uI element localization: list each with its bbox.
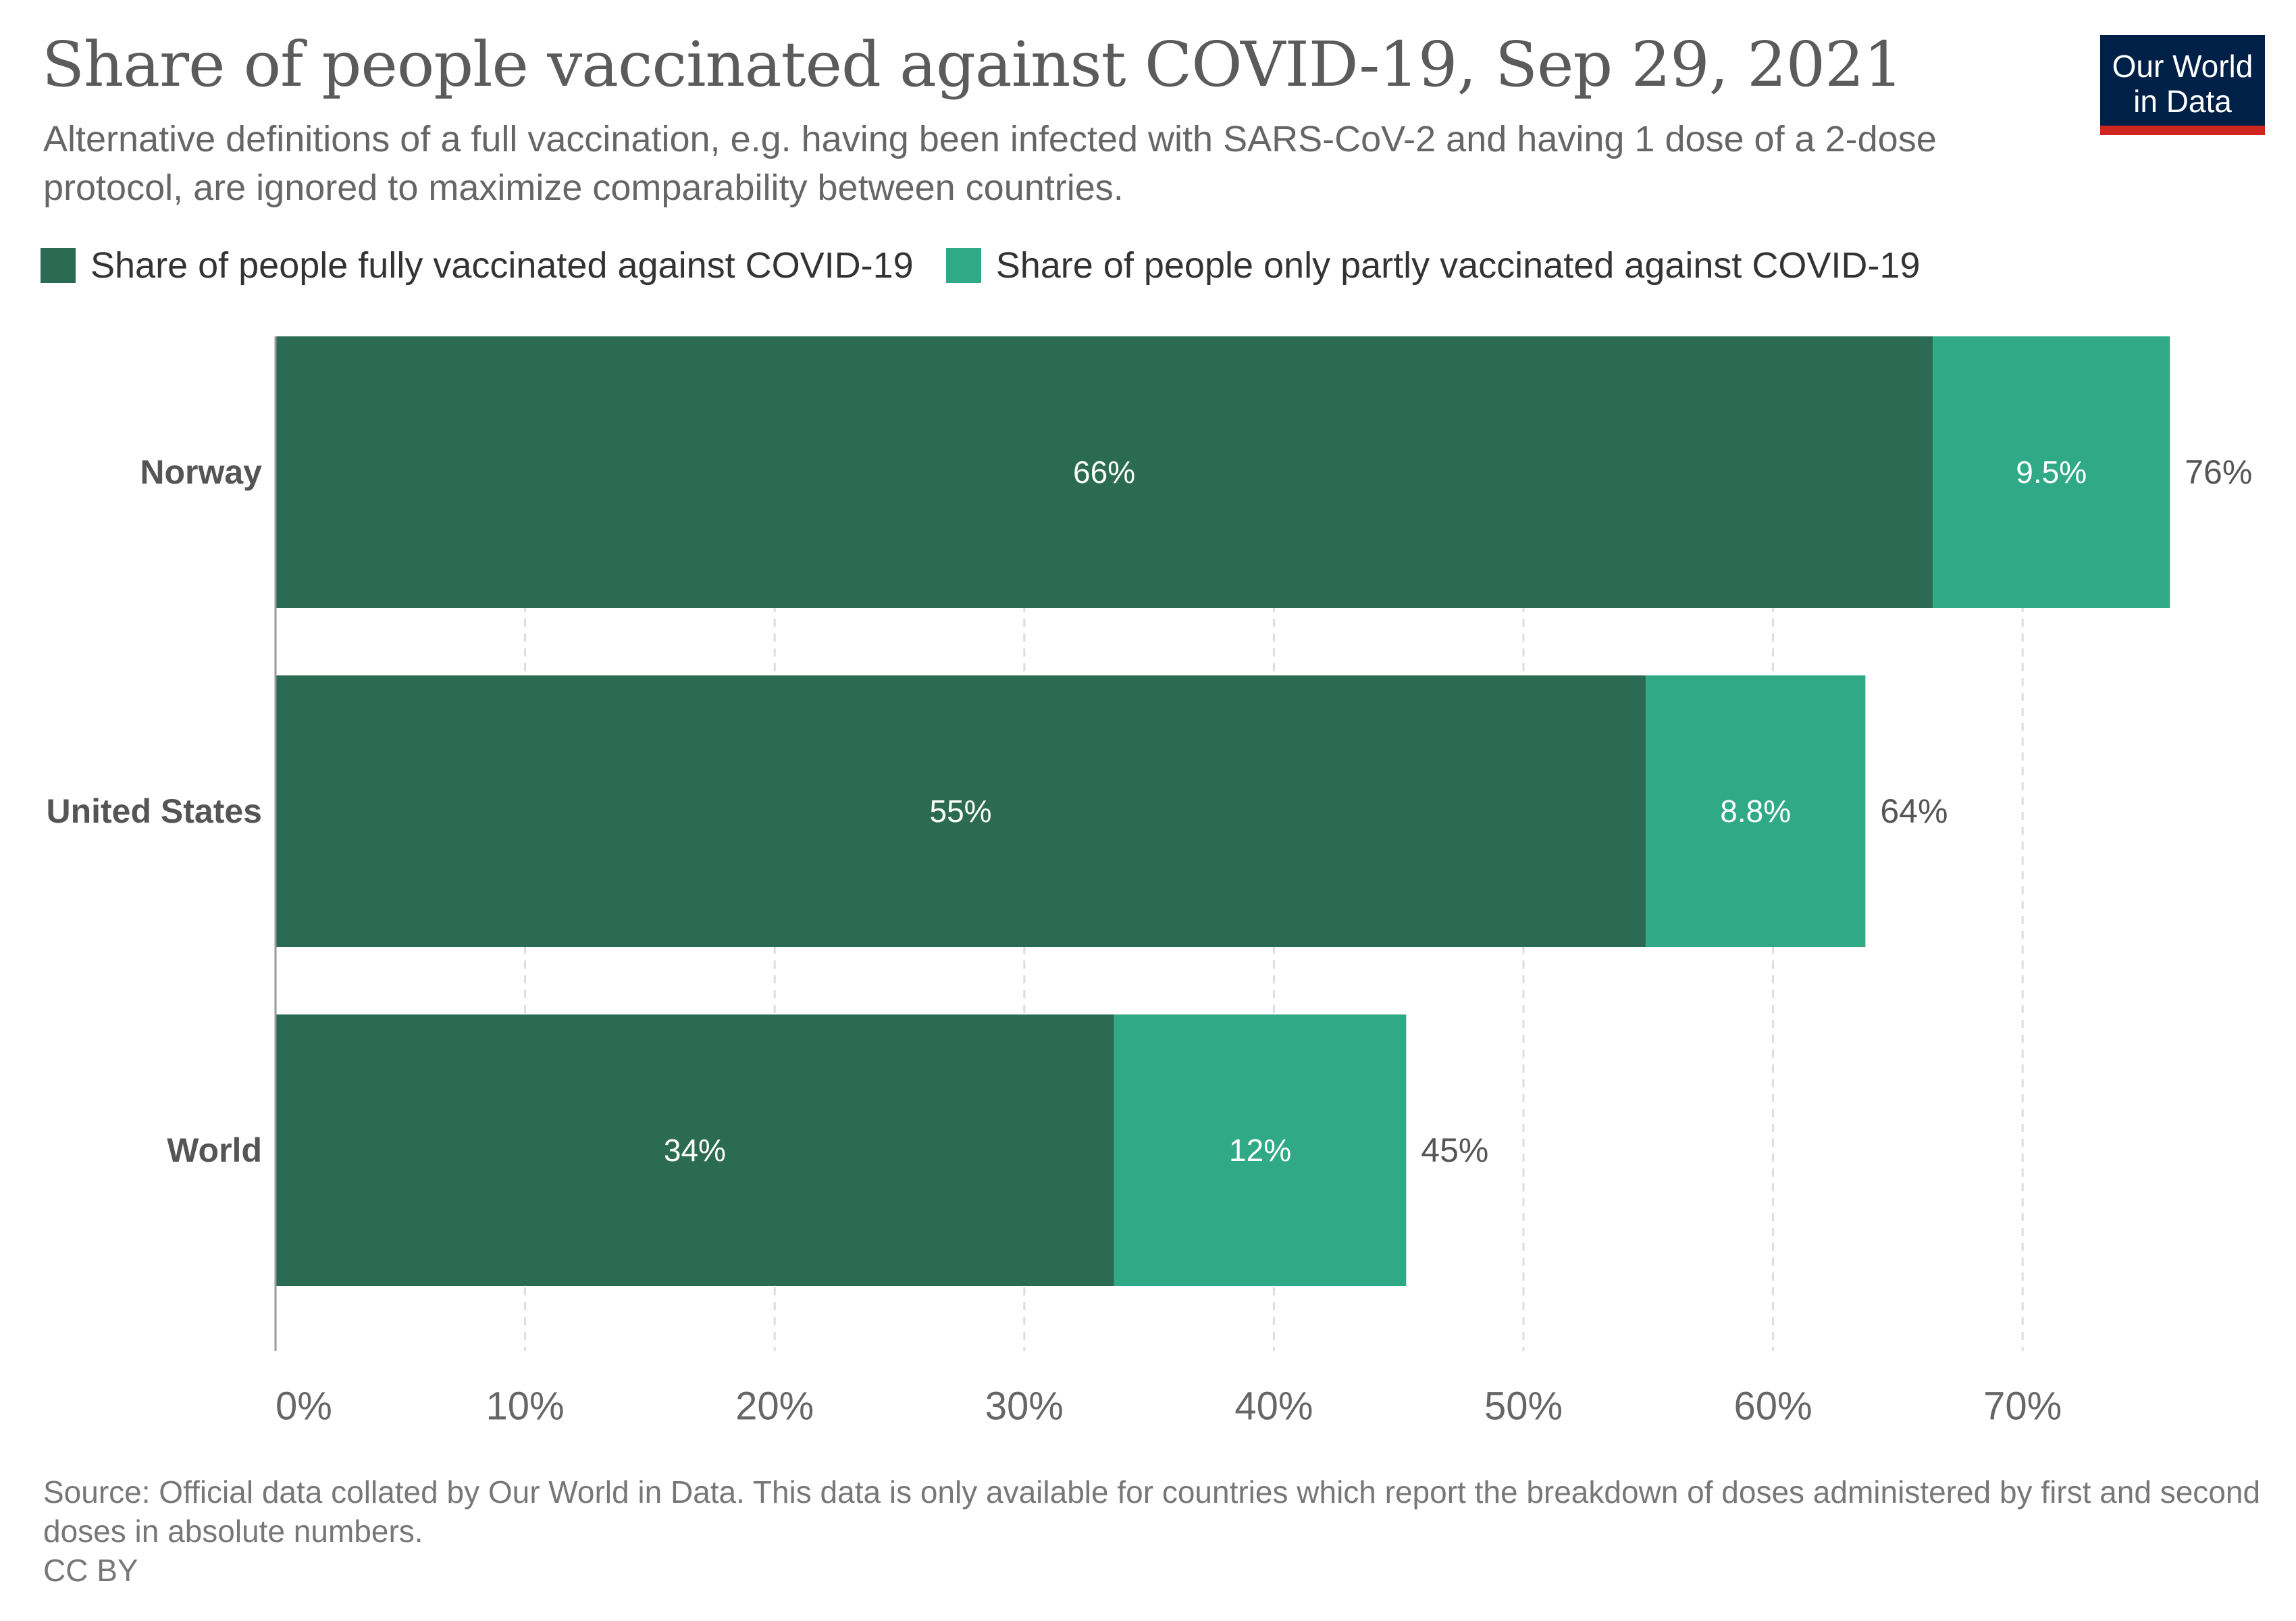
total-label-world: 45% (1421, 1131, 1488, 1169)
source-note: Source: Official data collated by Our Wo… (43, 1474, 2261, 1549)
x-tick-label-10: 10% (486, 1385, 565, 1429)
data-label-norway-fully: 66% (1073, 455, 1135, 490)
logo-line-2: in Data (2133, 84, 2232, 119)
legend-item-fully[interactable]: Share of people fully vaccinated against… (41, 245, 914, 286)
license-note: CC BY (43, 1553, 138, 1588)
chart-subtitle: Alternative definitions of a full vaccin… (43, 119, 1937, 208)
data-label-united-states-fully: 55% (930, 794, 992, 829)
chart-title: Share of people vaccinated against COVID… (42, 28, 1903, 101)
bar-norway-partly (1933, 336, 2170, 608)
bar-world-partly (1114, 1014, 1407, 1286)
x-tick-label-0: 0% (276, 1385, 332, 1429)
logo-line-1: Our World (2112, 49, 2253, 84)
category-label-united-states: United States (46, 792, 262, 830)
x-tick-label-40: 40% (1234, 1385, 1313, 1429)
legend-swatch-fully (41, 248, 76, 283)
x-tick-label-70: 70% (1983, 1385, 2062, 1429)
total-label-united-states: 64% (1880, 792, 1948, 830)
legend-label-fully: Share of people fully vaccinated against… (90, 245, 914, 286)
x-tick-label-30: 30% (985, 1385, 1064, 1429)
x-tick-label-50: 50% (1484, 1385, 1563, 1429)
chart-footer: Source: Official data collated by Our Wo… (43, 1472, 2272, 1590)
bar-united-states-fully (276, 675, 1646, 947)
bar-world-fully (276, 1014, 1114, 1286)
legend-item-partly[interactable]: Share of people only partly vaccinated a… (945, 245, 1921, 286)
legend-swatch-partly (945, 248, 981, 283)
data-label-world-partly: 12% (1229, 1133, 1291, 1168)
x-tick-label-60: 60% (1734, 1385, 1812, 1429)
data-label-united-states-partly: 8.8% (1720, 794, 1791, 829)
owid-logo[interactable]: Our World in Data (2100, 35, 2265, 135)
legend-label-partly: Share of people only partly vaccinated a… (995, 245, 1921, 286)
total-label-norway: 76% (2185, 453, 2252, 491)
bar-norway-fully (276, 336, 1933, 608)
data-label-norway-partly: 9.5% (2016, 455, 2087, 490)
chart-legend: Share of people fully vaccinated against… (41, 245, 1952, 286)
category-label-world: World (167, 1131, 262, 1169)
data-label-world-fully: 34% (664, 1133, 726, 1168)
category-label-norway: Norway (140, 453, 262, 491)
logo-accent-bar (2100, 126, 2265, 135)
x-tick-label-20: 20% (735, 1385, 814, 1429)
bar-united-states-partly (1646, 675, 1866, 947)
